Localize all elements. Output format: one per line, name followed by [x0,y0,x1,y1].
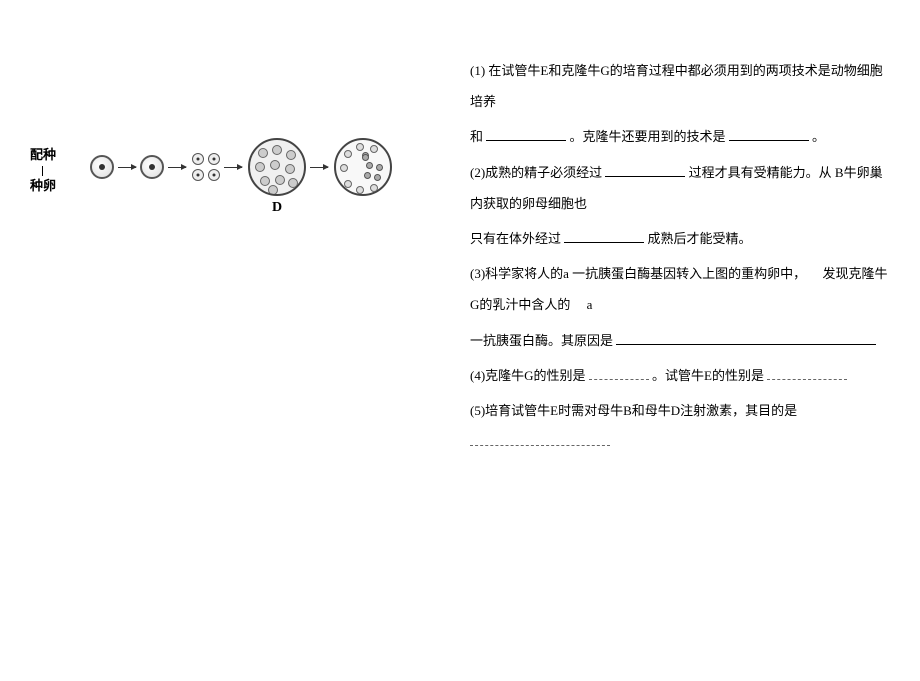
q3-text-3: a [587,297,593,312]
blank-q1-1 [486,140,566,141]
blank-q4-1 [589,379,649,380]
blank-q2-2 [564,242,644,243]
arrow-2 [168,167,186,168]
question-5: (5)培育试管牛E时需对母牛B和母牛D注射激素，其目的是 [470,395,890,457]
cell-stage-1 [90,155,114,179]
q2-text-3: 只有在体外经过 [470,231,561,246]
nucleus-icon [99,164,105,170]
q1-text-2b: 。克隆牛还要用到的技术是 [570,129,726,144]
label-arrow-separator [42,166,43,176]
q2-text-1: (2)成熟的精子必须经过 [470,165,602,180]
cell-diagram: 配种 种卵 [80,130,430,250]
q1-text-2a: 和 [470,129,483,144]
cell-stage-morula [248,138,306,196]
page-container: 配种 种卵 [0,0,920,681]
q5-text-1: (5)培育试管牛E时需对母牛B和母牛D注射激素，其目的是 [470,403,797,418]
q3-text-1: (3)科学家将人的a 一抗胰蛋白酶基因转入上图的重构卵中， [470,266,806,281]
question-3-line1: (3)科学家将人的a 一抗胰蛋白酶基因转入上图的重构卵中， 发现克隆牛G的乳汁中… [470,258,890,320]
q4-text-2: 。试管牛E的性别是 [652,368,764,383]
blank-q3-1 [616,344,876,345]
stage-d-label: D [272,200,282,216]
question-4: (4)克隆牛G的性别是 。试管牛E的性别是 [470,360,890,391]
question-3-line2: 一抗胰蛋白酶。其原因是 [470,325,890,356]
question-1-line1: (1) 在试管牛E和克隆牛G的培育过程中都必须用到的两项技术是动物细胞培养 [470,55,890,117]
left-diagram-section: 配种 种卵 [0,0,450,681]
nucleus-icon [149,164,155,170]
blank-q4-2 [767,379,847,380]
cell-stage-2 [140,155,164,179]
label-zhongluan: 种卵 [30,176,56,197]
arrow-4 [310,167,328,168]
blank-q5-1 [470,445,610,446]
blank-q1-2 [729,140,809,141]
q3-text-4: 一抗胰蛋白酶。其原因是 [470,333,613,348]
right-questions-section: (1) 在试管牛E和克隆牛G的培育过程中都必须用到的两项技术是动物细胞培养 和 … [450,0,920,681]
arrow-3 [224,167,242,168]
q4-text-1: (4)克隆牛G的性别是 [470,368,586,383]
question-2-line1: (2)成熟的精子必须经过 过程才具有受精能力。从 B牛卵巢内获取的卵母细胞也 [470,157,890,219]
cell-stage-4cell [192,153,220,181]
blank-q2-1 [605,176,685,177]
q1-text-2c: 。 [812,129,825,144]
label-peizhong: 配种 [30,145,56,166]
q1-text-1: (1) 在试管牛E和克隆牛G的培育过程中都必须用到的两项技术是动物细胞培养 [470,63,883,109]
diagram-left-labels: 配种 种卵 [30,145,56,197]
question-2-line2: 只有在体外经过 成熟后才能受精。 [470,223,890,254]
arrow-1 [118,167,136,168]
q2-text-4: 成熟后才能受精。 [648,231,752,246]
question-1-line2: 和 。克隆牛还要用到的技术是 。 [470,121,890,152]
cell-stage-blastocyst [334,138,392,196]
